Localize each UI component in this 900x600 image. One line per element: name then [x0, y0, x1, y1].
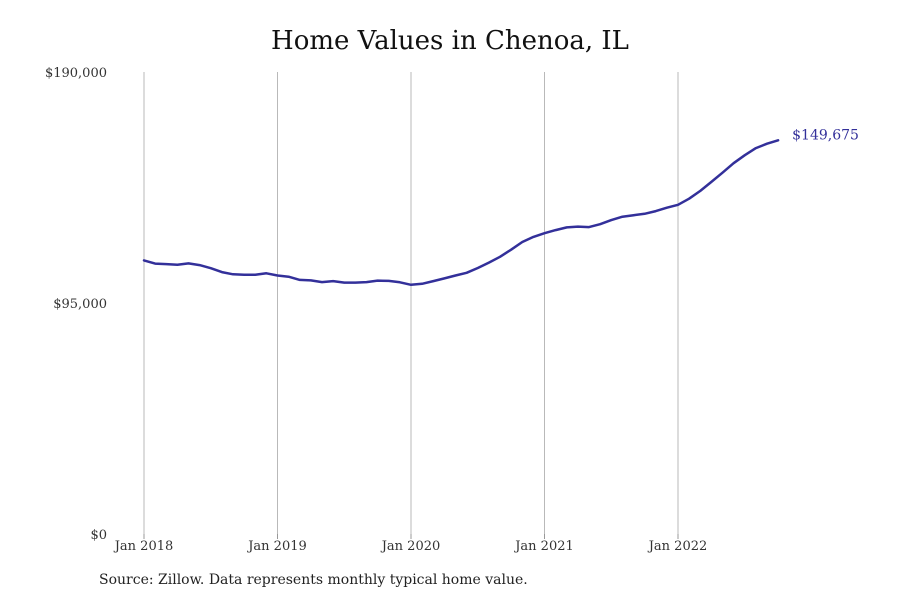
- gridlines: [143, 72, 679, 539]
- y-tick-label: $95,000: [53, 297, 107, 312]
- x-tick-label: Jan 2021: [513, 539, 574, 554]
- x-tick-label: Jan 2019: [246, 539, 307, 554]
- x-tick-label: Jan 2018: [113, 539, 174, 554]
- x-axis-ticks: Jan 2018 Jan 2019 Jan 2020 Jan 2021 Jan 2022: [113, 539, 708, 554]
- x-tick-label: Jan 2022: [647, 539, 708, 554]
- series-layer: $149,675: [142, 127, 859, 287]
- x-tick-label: Jan 2020: [380, 539, 441, 554]
- y-tick-label: $190,000: [45, 66, 107, 81]
- end-value-label: $149,675: [792, 127, 859, 143]
- source-note: Source: Zillow. Data represents monthly …: [99, 572, 528, 588]
- y-axis-ticks: $0 $95,000 $190,000: [45, 66, 107, 543]
- y-tick-label: $0: [90, 528, 107, 543]
- series-line: [142, 139, 780, 287]
- chart-title: Home Values in Chenoa, IL: [271, 26, 629, 56]
